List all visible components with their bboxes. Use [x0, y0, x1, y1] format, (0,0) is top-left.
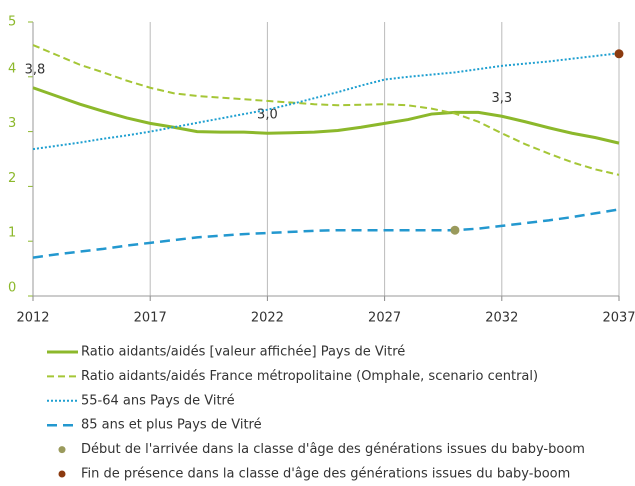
data-label: 3,3: [491, 91, 512, 106]
series-line: [32, 86, 620, 145]
legend-symbol: [58, 470, 66, 478]
x-tick-label: 2022: [251, 311, 284, 326]
legend-label: Début de l'arrivée dans la classe d'âge …: [81, 442, 585, 457]
x-tick-label: 2037: [602, 311, 635, 326]
series-line: [32, 44, 620, 176]
y-tick-label: 2: [8, 171, 16, 186]
y-tick-label: 5: [8, 15, 16, 30]
x-tick-label: 2012: [16, 311, 49, 326]
legend-symbol: [58, 446, 66, 454]
x-tick-label: 2027: [368, 311, 401, 326]
x-tick-label: 2032: [485, 311, 518, 326]
series-line: [32, 208, 620, 259]
legend-label: 85 ans et plus Pays de Vitré: [81, 418, 262, 433]
legend-label: Fin de présence dans la classe d'âge des…: [81, 467, 570, 482]
y-tick-label: 1: [8, 226, 16, 241]
y-tick-label: 0: [8, 281, 16, 296]
y-tick-label: 3: [8, 116, 16, 131]
data-label: 3,8: [25, 62, 46, 77]
legend-label: Ratio aidants/aidés [valeur affichée] Pa…: [81, 345, 405, 360]
y-tick-label: 4: [8, 61, 16, 76]
x-tick-label: 2017: [134, 311, 167, 326]
legend-label: 55-64 ans Pays de Vitré: [81, 393, 235, 408]
legend-label: Ratio aidants/aidés France métropolitain…: [81, 369, 538, 384]
series-line: [32, 52, 620, 151]
point-marker: [614, 49, 624, 59]
point-marker: [450, 225, 460, 235]
